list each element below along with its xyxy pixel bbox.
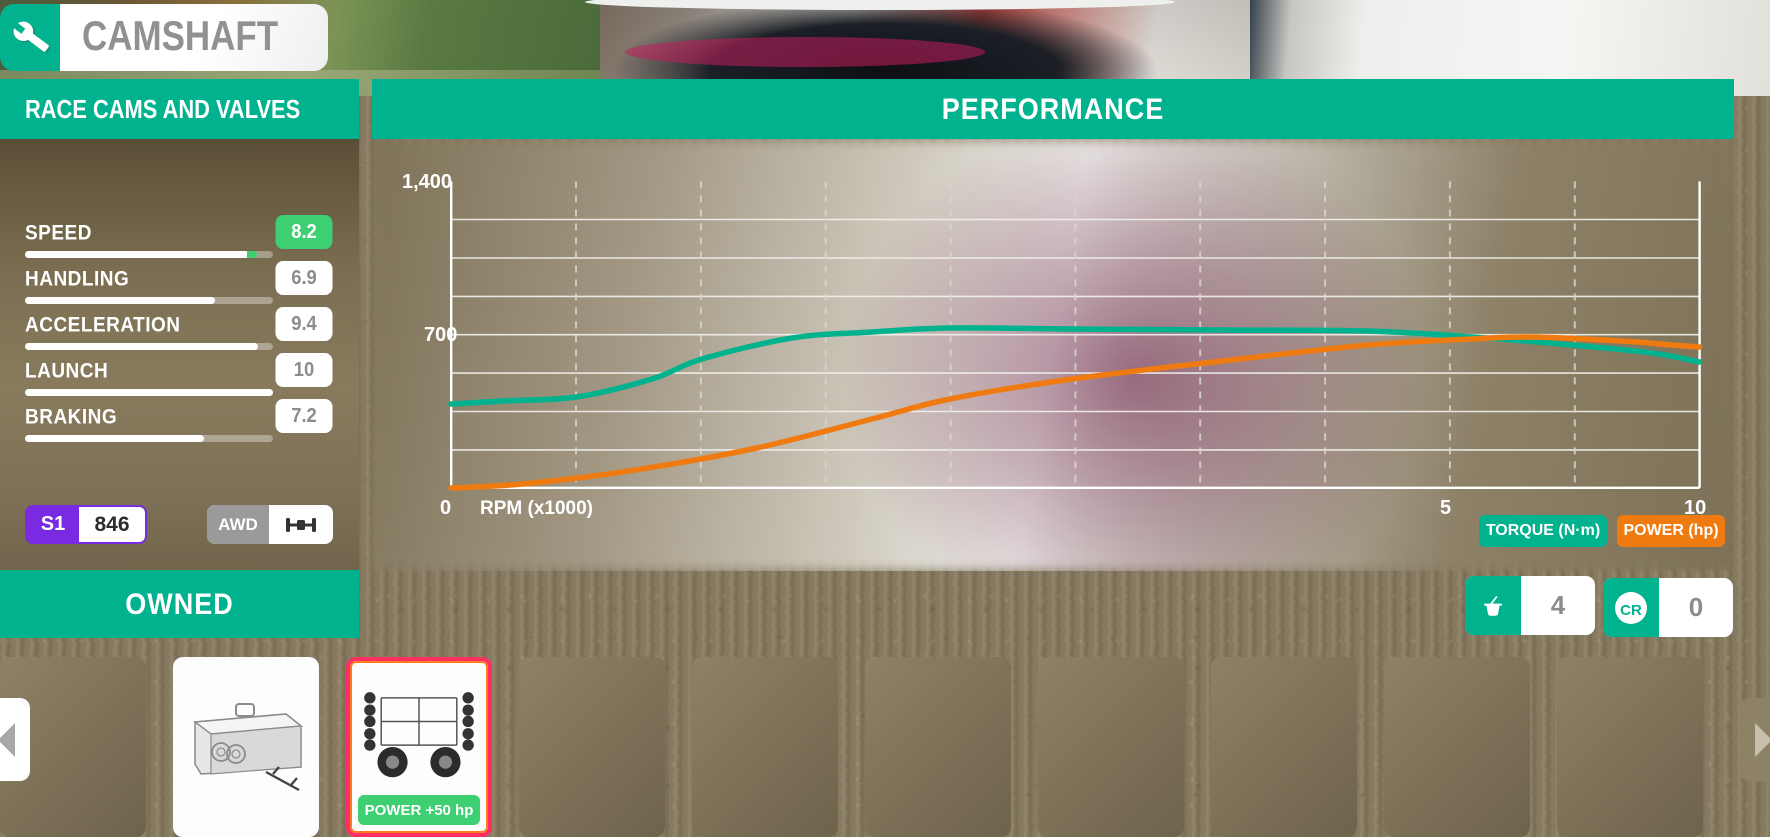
- svg-text:700: 700: [424, 324, 457, 346]
- svg-text:0: 0: [440, 497, 451, 519]
- svg-text:5: 5: [1440, 497, 1451, 519]
- svg-text:1,400: 1,400: [402, 171, 452, 193]
- svg-text:RPM (x1000): RPM (x1000): [480, 498, 593, 519]
- svg-text:CR: CR: [1620, 602, 1642, 619]
